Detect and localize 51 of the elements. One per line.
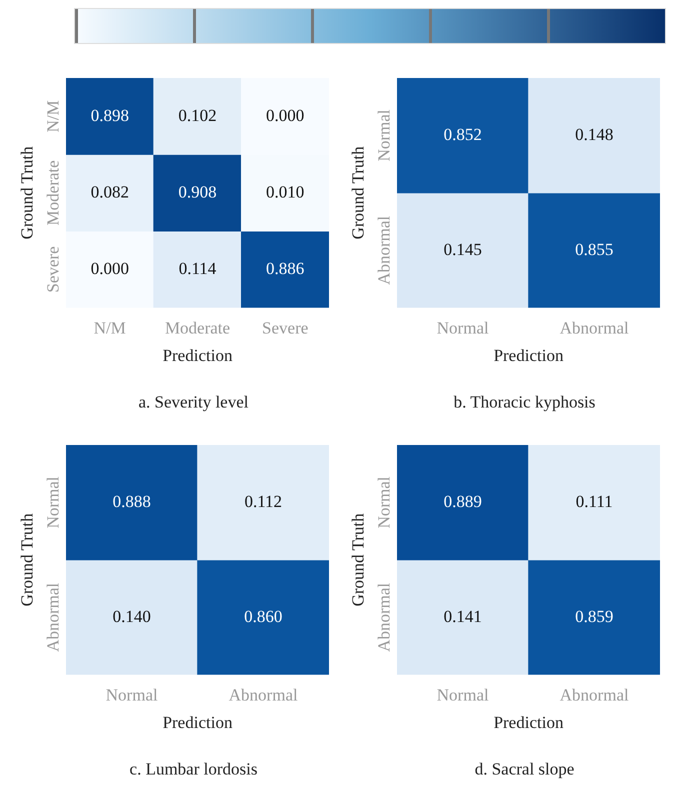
data-label: 0.148	[575, 124, 614, 144]
data-label: 0.102	[178, 106, 217, 125]
y-tick-label: Normal	[43, 476, 62, 528]
data-label: 0.114	[178, 258, 217, 278]
text: d. Sacral slope	[474, 759, 574, 778]
x-axis-title: Prediction	[162, 712, 233, 732]
y-tick-label: Normal	[374, 109, 394, 162]
data-label: 0.111	[576, 492, 613, 511]
x-axis-title: Prediction	[494, 712, 564, 732]
x-tick-label: N/M	[94, 318, 126, 338]
y-tick-label: Severe	[43, 246, 62, 293]
y-tick-label: N/M	[43, 100, 62, 132]
data-label: 0.886	[266, 258, 304, 278]
y-axis-title: Ground Truth	[348, 512, 368, 606]
text: a. Severity level	[138, 392, 249, 412]
data-label: 0.112	[244, 492, 282, 511]
x-axis-title: Prediction	[494, 346, 564, 365]
data-label: 0.141	[444, 606, 482, 626]
data-label: 0.000	[266, 106, 304, 125]
y-axis-title: Ground Truth	[17, 512, 36, 606]
x-tick-label: Abnormal	[228, 685, 298, 704]
y-tick-label: Abnormal	[374, 582, 394, 652]
data-label: 0.140	[112, 606, 151, 626]
x-tick-label: Normal	[436, 318, 489, 338]
y-axis-title: Ground Truth	[348, 146, 368, 240]
x-tick-label: Abnormal	[560, 318, 629, 338]
data-label: 0.145	[444, 240, 482, 259]
data-label: 0.000	[90, 258, 129, 278]
y-tick-label: Normal	[374, 476, 394, 528]
y-tick-label: Abnormal	[43, 582, 62, 652]
x-tick-label: Abnormal	[560, 685, 629, 704]
x-tick-label: Moderate	[164, 318, 230, 338]
y-tick-label: Moderate	[43, 160, 62, 226]
data-label: 0.082	[90, 182, 129, 202]
x-axis-title: Prediction	[162, 346, 233, 365]
y-axis-title: Ground Truth	[17, 146, 36, 240]
x-tick-label: Normal	[436, 685, 489, 704]
data-label: 0.888	[112, 492, 151, 511]
x-tick-label: Severe	[262, 318, 308, 338]
data-label: 0.860	[244, 606, 282, 626]
data-label: 0.855	[575, 240, 614, 259]
y-tick-label: Abnormal	[374, 216, 394, 285]
data-label: 0.908	[178, 182, 217, 202]
data-label: 0.010	[266, 182, 304, 202]
data-label: 0.898	[90, 106, 129, 125]
data-label: 0.859	[575, 606, 614, 626]
text: b. Thoracic kyphosis	[454, 392, 596, 412]
text: c. Lumbar lordosis	[130, 759, 258, 778]
data-label: 0.889	[444, 492, 482, 511]
data-label: 0.852	[444, 124, 482, 144]
x-tick-label: Normal	[106, 685, 158, 704]
